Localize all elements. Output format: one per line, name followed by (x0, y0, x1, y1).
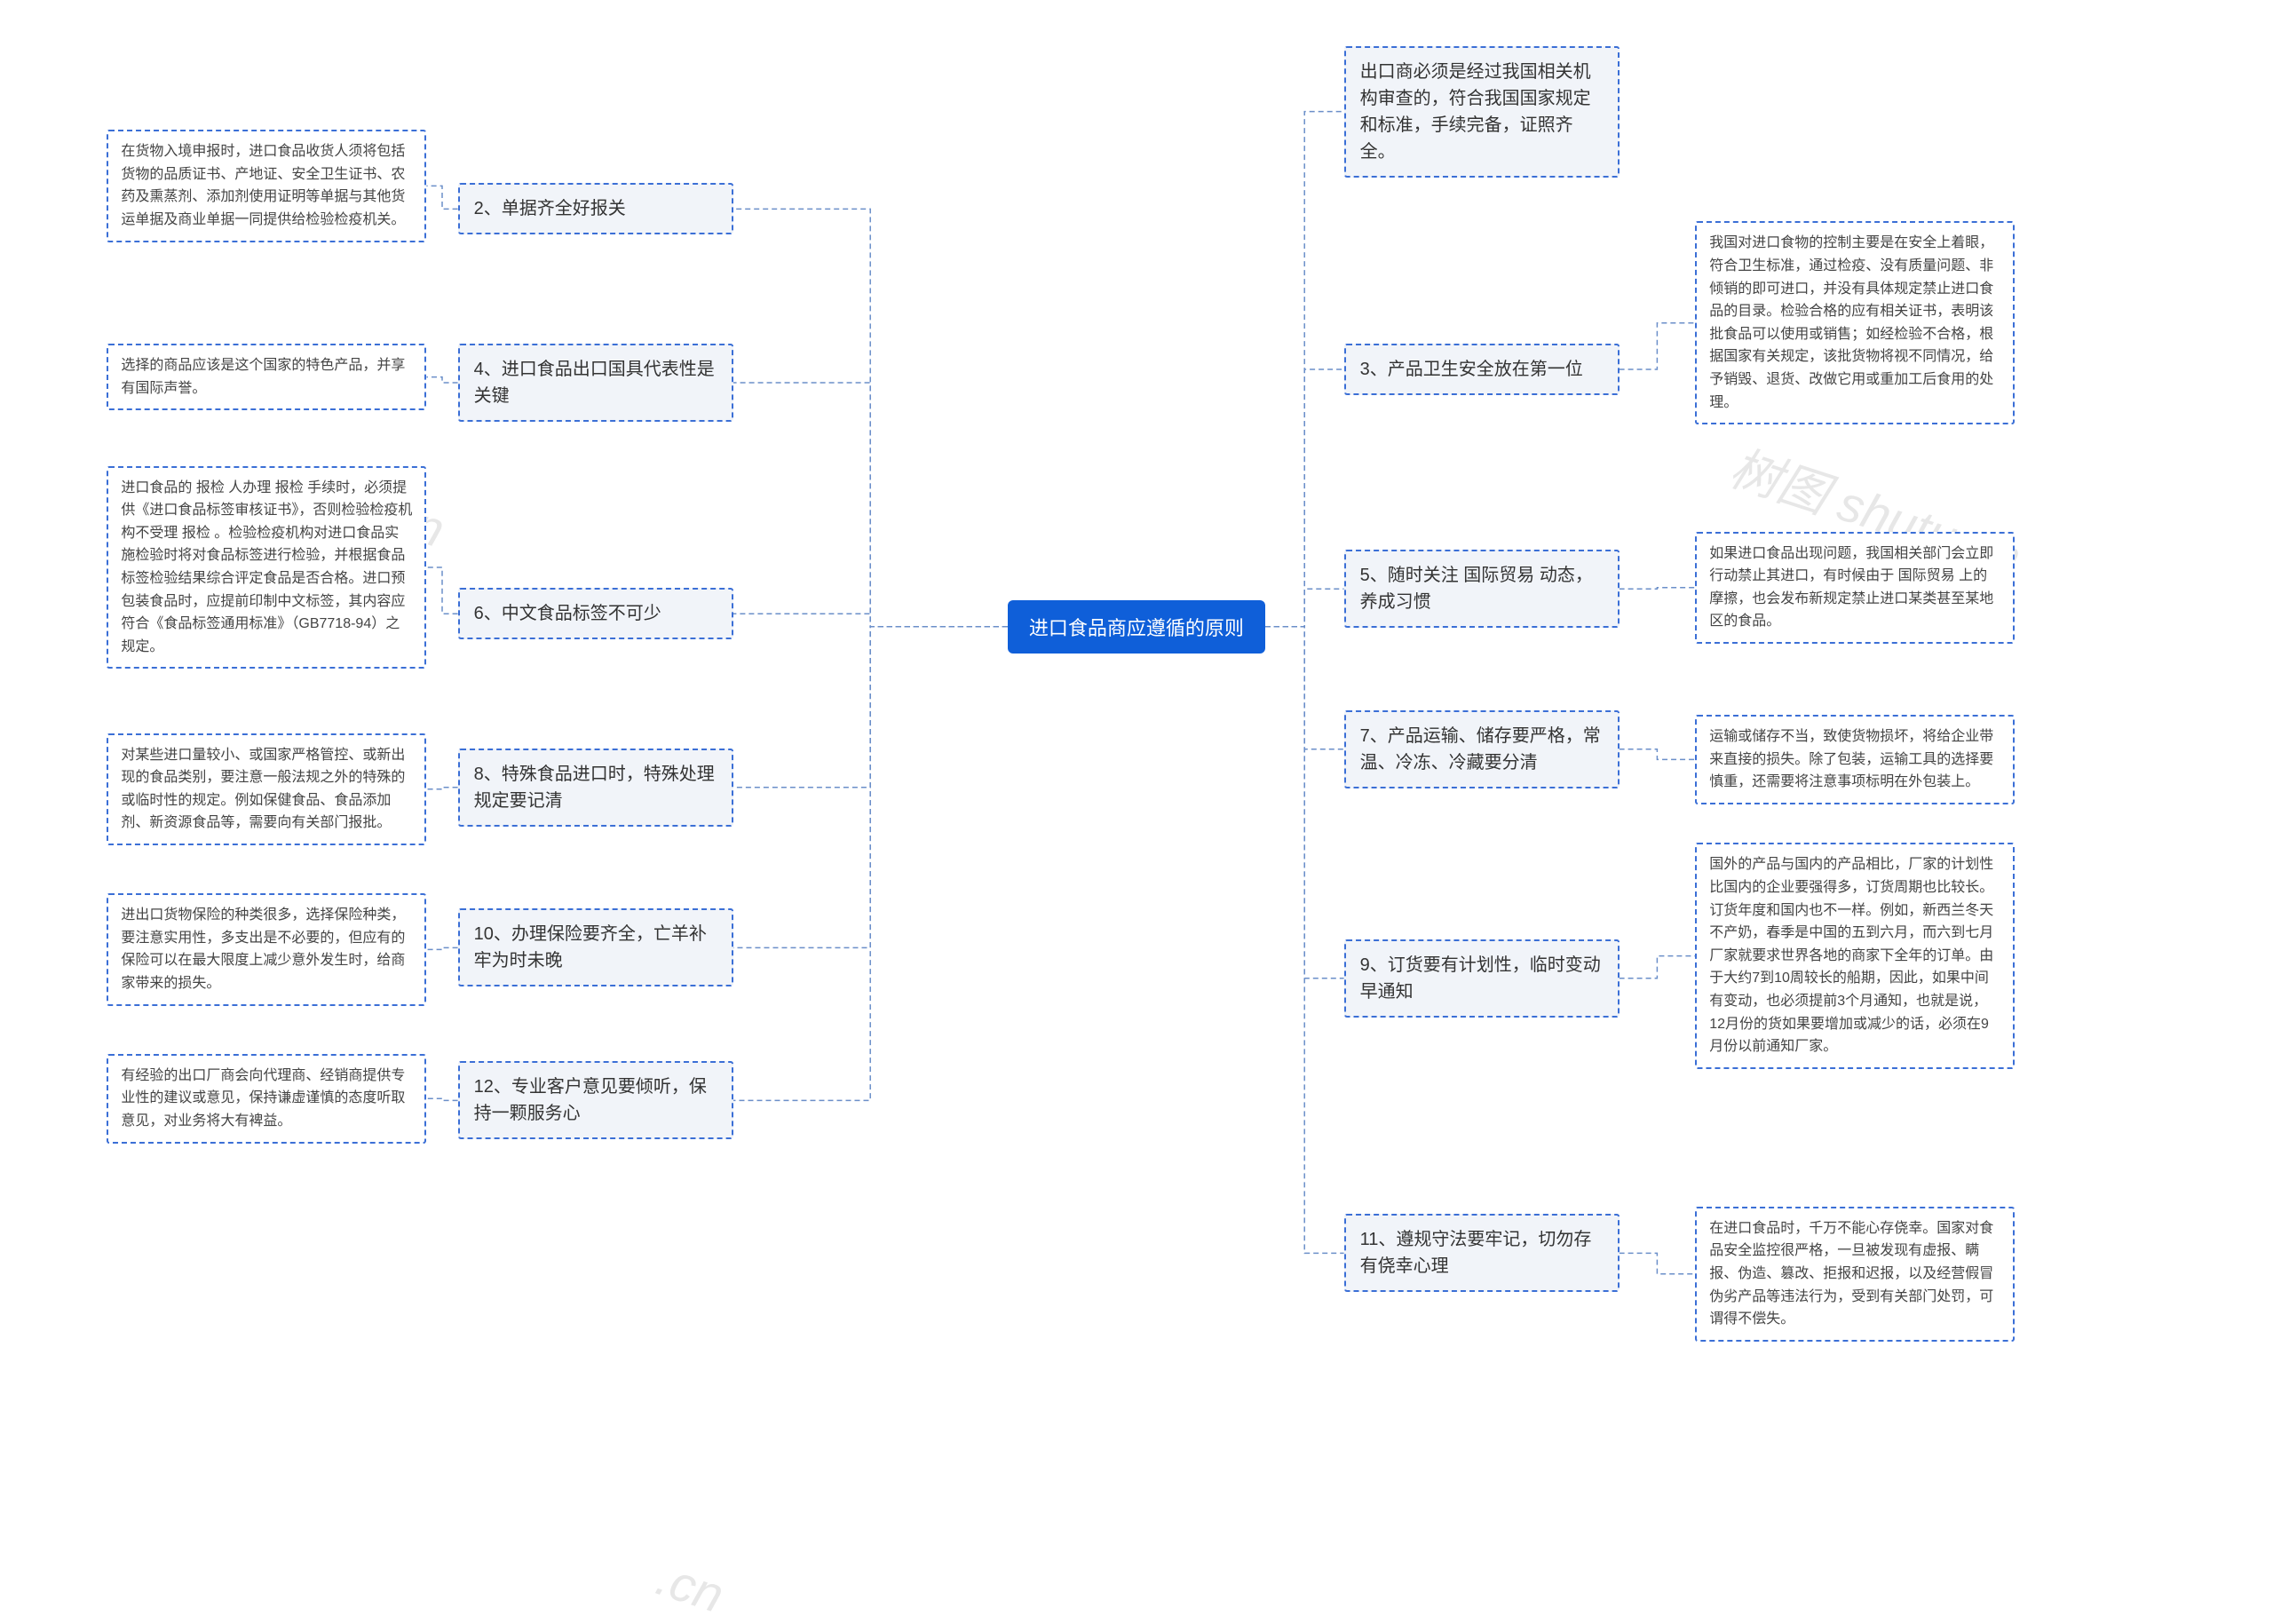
branch-1: 出口商必须是经过我国相关机构审查的，符合我国国家规定和标准，手续完备，证照齐全。 (1344, 46, 1620, 178)
branch-3: 3、产品卫生安全放在第一位 (1344, 344, 1620, 395)
leaf-7: 运输或储存不当，致使货物损坏，将给企业带来直接的损失。除了包装，运输工具的选择要… (1695, 715, 2015, 804)
leaf-10: 进出口货物保险的种类很多，选择保险种类，要注意实用性，多支出是不必要的，但应有的… (107, 893, 426, 1005)
leaf-9: 国外的产品与国内的产品相比，厂家的计划性比国内的企业要强得多，订货周期也比较长。… (1695, 843, 2015, 1068)
center-node: 进口食品商应遵循的原则 (1008, 600, 1265, 654)
branch-11: 11、遵规守法要牢记，切勿存有侥幸心理 (1344, 1214, 1620, 1292)
branch-5: 5、随时关注 国际贸易 动态，养成习惯 (1344, 550, 1620, 628)
branch-4: 4、进口食品出口国具代表性是关键 (458, 344, 733, 422)
branch-12: 12、专业客户意见要倾听，保持一颗服务心 (458, 1061, 733, 1139)
leaf-2: 在货物入境申报时，进口食品收货人须将包括货物的品质证书、产地证、安全卫生证书、农… (107, 130, 426, 242)
leaf-3: 我国对进口食物的控制主要是在安全上着眼，符合卫生标准，通过检疫、没有质量问题、非… (1695, 221, 2015, 424)
branch-9: 9、订货要有计划性，临时变动早通知 (1344, 939, 1620, 1018)
branch-8: 8、特殊食品进口时，特殊处理规定要记清 (458, 749, 733, 827)
leaf-8: 对某些进口量较小、或国家严格管控、或新出现的食品类别，要注意一般法规之外的特殊的… (107, 733, 426, 845)
leaf-5: 如果进口食品出现问题，我国相关部门会立即行动禁止其进口，有时候由于 国际贸易 上… (1695, 532, 2015, 644)
branch-10: 10、办理保险要齐全，亡羊补牢为时未晚 (458, 908, 733, 986)
leaf-12: 有经验的出口厂商会向代理商、经销商提供专业性的建议或意见，保持谦虚谨慎的态度听取… (107, 1054, 426, 1144)
leaf-6: 进口食品的 报检 人办理 报检 手续时，必须提供《进口食品标签审核证书》，否则检… (107, 466, 426, 669)
mindmap-canvas: shutu.cn 树图 shutu.cn .cn 进口食品商应遵循的原则 2、单… (0, 0, 2273, 1276)
leaf-4: 选择的商品应该是这个国家的特色产品，并享有国际声誉。 (107, 344, 426, 410)
branch-6: 6、中文食品标签不可少 (458, 588, 733, 639)
leaf-11: 在进口食品时，千万不能心存侥幸。国家对食品安全监控很严格，一旦被发现有虚报、瞒报… (1695, 1207, 2015, 1342)
branch-7: 7、产品运输、储存要严格，常温、冷冻、冷藏要分清 (1344, 710, 1620, 788)
branch-2: 2、单据齐全好报关 (458, 183, 733, 234)
watermark-3: .cn (649, 1549, 730, 1624)
